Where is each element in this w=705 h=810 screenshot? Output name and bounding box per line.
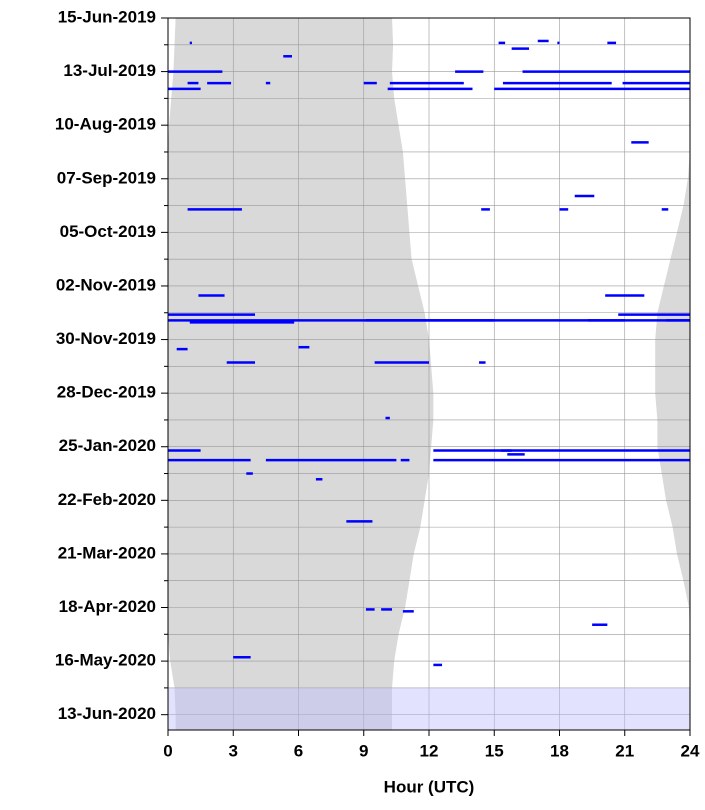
x-tick-label: 3 xyxy=(229,741,238,760)
x-tick-label: 18 xyxy=(550,741,569,760)
y-tick-label: 28-Dec-2019 xyxy=(57,383,156,402)
y-tick-label: 30-Nov-2019 xyxy=(56,329,156,348)
y-tick-label: 07-Sep-2019 xyxy=(57,168,156,187)
x-tick-label: 12 xyxy=(420,741,439,760)
x-axis-label: Hour (UTC) xyxy=(384,777,475,796)
y-tick-label: 22-Feb-2020 xyxy=(58,490,156,509)
x-tick-label: 6 xyxy=(294,741,303,760)
y-tick-label: 10-Aug-2019 xyxy=(55,115,156,134)
plot-frame xyxy=(167,17,691,731)
shade-evening xyxy=(655,18,690,730)
y-tick-label: 05-Oct-2019 xyxy=(60,222,156,241)
x-tick-label: 21 xyxy=(615,741,634,760)
y-tick-label: 21-Mar-2020 xyxy=(58,543,156,562)
x-tick-label: 0 xyxy=(163,741,172,760)
y-tick-label: 13-Jun-2020 xyxy=(58,704,156,723)
x-tick-label: 9 xyxy=(359,741,368,760)
y-tick-label: 18-Apr-2020 xyxy=(59,597,156,616)
x-tick-label: 15 xyxy=(485,741,504,760)
y-tick-label: 02-Nov-2019 xyxy=(56,275,156,294)
y-tick-label: 16-May-2020 xyxy=(55,651,156,670)
y-tick-label: 25-Jan-2020 xyxy=(59,436,156,455)
highlight-band xyxy=(168,687,690,730)
shade-morning xyxy=(168,18,434,730)
x-tick-label: 24 xyxy=(681,741,700,760)
y-tick-label: 13-Jul-2019 xyxy=(63,61,156,80)
y-tick-label: 15-Jun-2019 xyxy=(58,7,156,26)
